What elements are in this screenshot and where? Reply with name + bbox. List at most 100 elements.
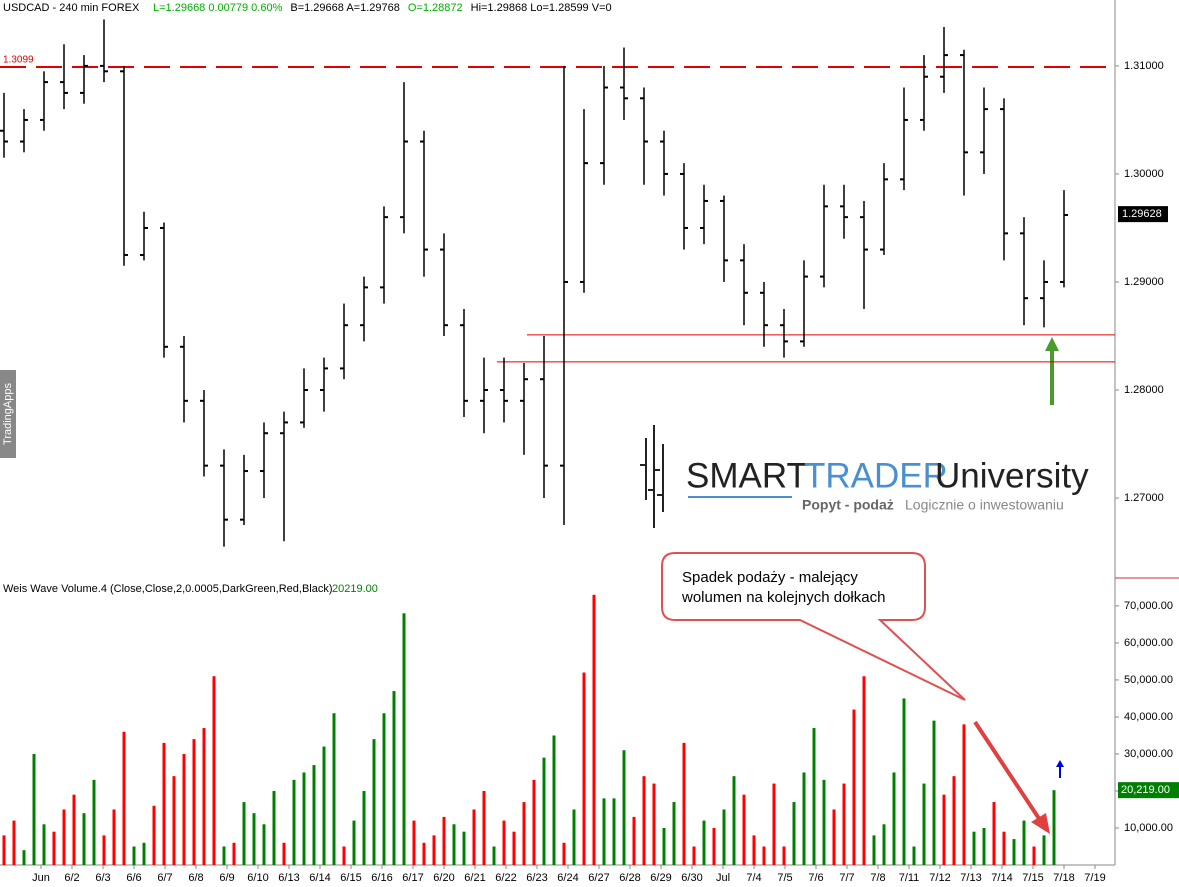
volume-bar xyxy=(562,842,566,865)
blue-arrow-head xyxy=(1056,760,1064,767)
volume-bar xyxy=(132,846,136,865)
volume-bar xyxy=(112,809,116,865)
volume-bar xyxy=(582,672,586,865)
volume-bar xyxy=(212,676,216,865)
x-tick-label: 7/18 xyxy=(1053,872,1074,884)
volume-bar xyxy=(312,765,316,865)
x-tick-label: 6/22 xyxy=(495,872,516,884)
x-tick-label: 6/17 xyxy=(402,872,423,884)
x-tick-label: 6/14 xyxy=(309,872,330,884)
x-tick-label: 7/8 xyxy=(870,872,885,884)
x-tick-label: 6/2 xyxy=(64,872,79,884)
volume-bar xyxy=(592,594,596,865)
side-tab[interactable] xyxy=(0,370,16,458)
volume-bar xyxy=(52,831,56,865)
volume-bar xyxy=(82,813,86,865)
volume-bar xyxy=(622,750,626,865)
volume-bar xyxy=(192,739,196,865)
volume-bar xyxy=(992,802,996,865)
volume-bar xyxy=(1032,846,1036,865)
last-volume-label: 20,219.00 xyxy=(1121,784,1170,796)
quote-field: B=1.29668 A=1.29768 xyxy=(290,2,400,14)
volume-bar xyxy=(642,776,646,865)
volume-bar xyxy=(282,842,286,865)
volume-bar xyxy=(332,713,336,865)
volume-bar xyxy=(1002,831,1006,865)
callout-text: Spadek podaży - malejący xyxy=(682,569,858,586)
logo-tagline: Logicznie o inwestowaniu xyxy=(905,497,1064,513)
volume-bar xyxy=(902,698,906,865)
volume-bar xyxy=(62,809,66,865)
y-tick-label: 60,000.00 xyxy=(1124,637,1173,649)
volume-bar xyxy=(782,846,786,865)
side-tab-label[interactable]: TradingApps xyxy=(2,383,14,445)
x-tick-label: 7/19 xyxy=(1084,872,1105,884)
volume-bar xyxy=(162,742,166,865)
logo-trader: TRADER xyxy=(804,456,948,495)
volume-bar xyxy=(402,613,406,865)
volume-bar xyxy=(352,820,356,865)
volume-bar xyxy=(942,794,946,865)
x-tick-label: 7/4 xyxy=(746,872,761,884)
volume-title: Weis Wave Volume.4 (Close,Close,2,0.0005… xyxy=(3,583,333,595)
y-tick-label: 1.31000 xyxy=(1124,60,1164,72)
volume-bar xyxy=(362,790,366,865)
volume-bar xyxy=(272,790,276,865)
x-tick-label: 6/24 xyxy=(557,872,578,884)
last-price-box xyxy=(1118,206,1168,223)
x-tick-label: 6/10 xyxy=(247,872,268,884)
volume-bar xyxy=(412,820,416,865)
volume-bar xyxy=(2,835,6,865)
volume-bar xyxy=(442,816,446,865)
volume-bar xyxy=(142,842,146,865)
volume-bar xyxy=(92,779,96,865)
volume-bar xyxy=(912,846,916,865)
x-tick-label: Jul xyxy=(716,872,730,884)
volume-bar xyxy=(1052,790,1056,865)
volume-bar xyxy=(462,831,466,865)
volume-bar xyxy=(182,753,186,865)
volume-bar xyxy=(342,846,346,865)
volume-bar xyxy=(982,827,986,865)
y-tick-label: 70,000.00 xyxy=(1124,600,1173,612)
volume-bar xyxy=(702,820,706,865)
volume-bar xyxy=(792,802,796,865)
volume-bar xyxy=(422,842,426,865)
green-arrow-head xyxy=(1045,337,1059,351)
x-tick-label: Jun xyxy=(32,872,50,884)
volume-bar xyxy=(632,816,636,865)
callout-arrow-head xyxy=(1031,813,1050,834)
volume-bar xyxy=(692,846,696,865)
x-tick-label: 7/14 xyxy=(991,872,1012,884)
volume-bar xyxy=(932,720,936,865)
x-tick-label: 6/23 xyxy=(526,872,547,884)
volume-bar xyxy=(152,805,156,865)
x-tick-label: 6/13 xyxy=(278,872,299,884)
volume-bar xyxy=(712,827,716,865)
volume-bar xyxy=(242,802,246,865)
volume-bar xyxy=(572,809,576,865)
volume-bar xyxy=(492,846,496,865)
chart-title: USDCAD - 240 min FOREX xyxy=(3,2,140,14)
volume-bar xyxy=(172,776,176,865)
volume-bar xyxy=(952,776,956,865)
logo xyxy=(640,425,792,528)
quote-field: Hi=1.29868 Lo=1.28599 V=0 xyxy=(471,2,612,14)
x-tick-label: 6/6 xyxy=(126,872,141,884)
y-tick-label: 30,000.00 xyxy=(1124,748,1173,760)
volume-bar xyxy=(862,676,866,865)
x-tick-label: 6/8 xyxy=(188,872,203,884)
volume-bar xyxy=(382,713,386,865)
volume-bar xyxy=(1042,835,1046,865)
volume-bar xyxy=(72,794,76,865)
volume-bar xyxy=(482,790,486,865)
callout-text: wolumen na kolejnych dołkach xyxy=(681,589,885,606)
y-tick-label: 1.30000 xyxy=(1124,168,1164,180)
volume-bar xyxy=(552,735,556,865)
x-tick-label: 6/7 xyxy=(157,872,172,884)
volume-bar xyxy=(732,776,736,865)
volume-bar xyxy=(962,724,966,865)
volume-bar xyxy=(812,728,816,865)
volume-bar xyxy=(842,783,846,865)
last-price-label: 1.29628 xyxy=(1122,208,1162,220)
